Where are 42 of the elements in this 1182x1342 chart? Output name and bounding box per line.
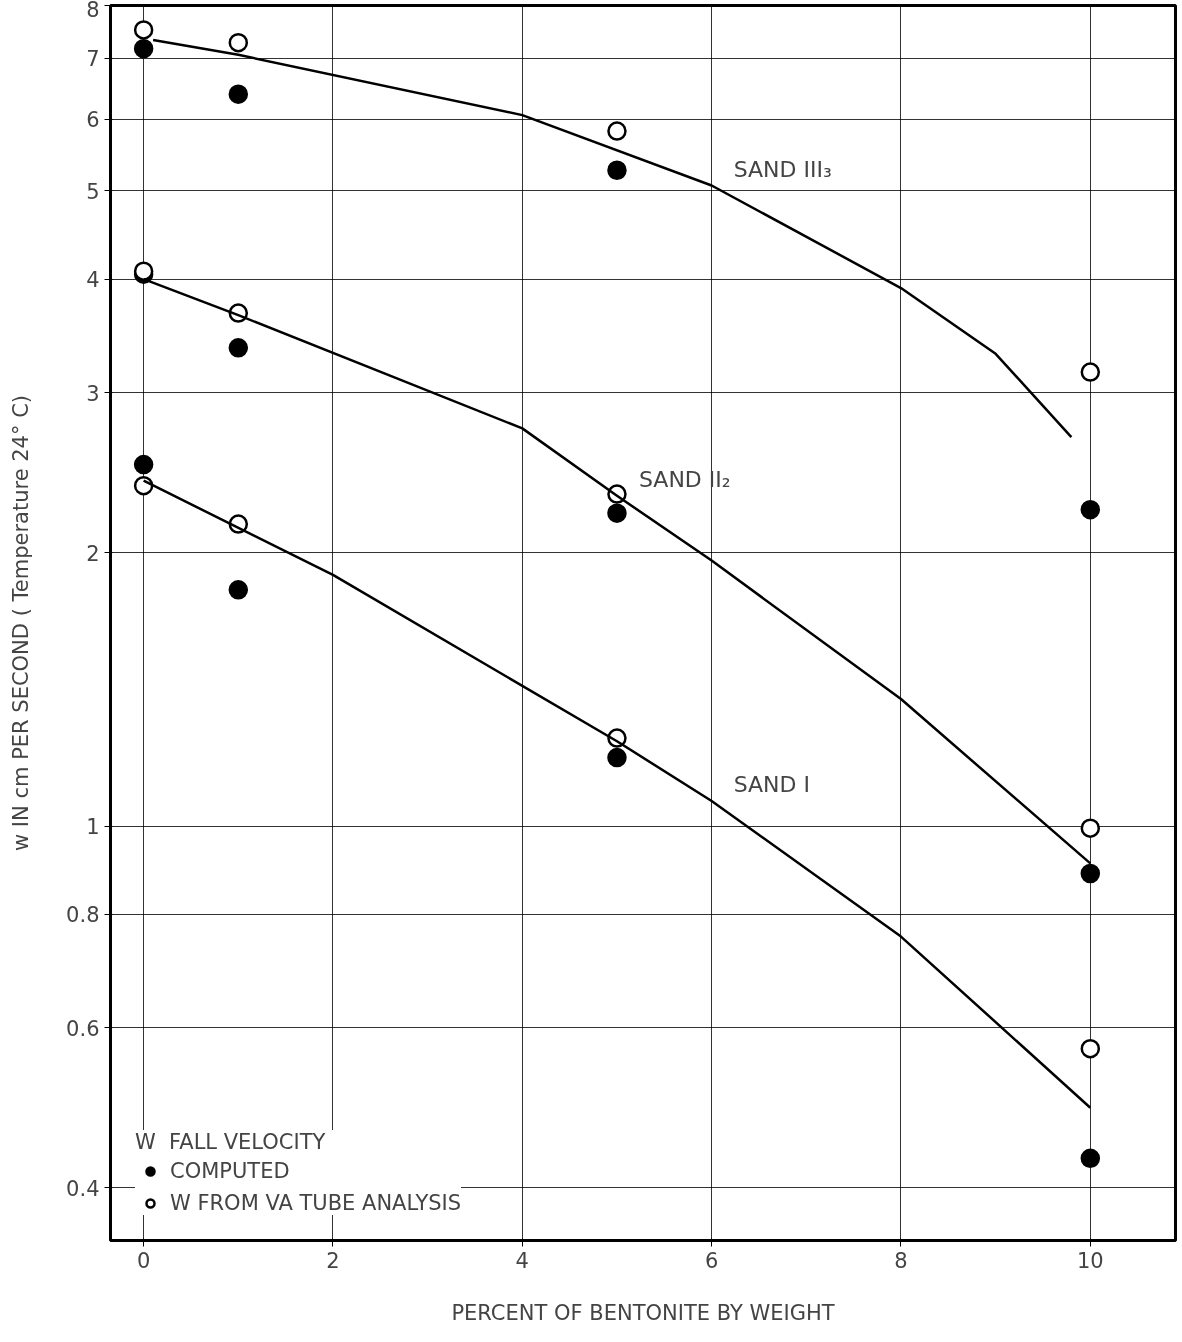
point xyxy=(607,121,627,141)
point xyxy=(228,580,249,600)
point xyxy=(133,454,154,475)
y-tick-label: 6 xyxy=(86,108,100,133)
y-tick-label: 0.4 xyxy=(66,1176,100,1201)
point xyxy=(228,32,249,53)
y-tick-label: 0.8 xyxy=(66,903,100,928)
point xyxy=(607,747,627,768)
x-tick-label: 6 xyxy=(704,1248,719,1273)
point xyxy=(607,503,627,523)
x-tick-label: 10 xyxy=(1076,1248,1104,1273)
x-tick-label: 0 xyxy=(136,1248,151,1273)
y-tick-label: 8 xyxy=(86,0,100,22)
point xyxy=(133,20,154,40)
point xyxy=(1080,499,1101,520)
point xyxy=(1080,863,1101,884)
x-tick-label: 4 xyxy=(515,1248,529,1273)
y-tick-label: 4 xyxy=(86,268,100,293)
legend-label: W FROM VA TUBE ANALYSIS xyxy=(170,1191,462,1215)
y-tick-label: 2 xyxy=(86,541,100,566)
y-tick-label: 0.6 xyxy=(66,1016,100,1041)
point xyxy=(1080,1038,1101,1059)
x-tick-label: 8 xyxy=(894,1248,908,1273)
x-axis-title: PERCENT OF BENTONITE BY WEIGHT xyxy=(451,1300,835,1325)
point xyxy=(228,84,249,104)
y-tick-label: 3 xyxy=(86,381,100,406)
point xyxy=(133,475,154,496)
point xyxy=(228,338,249,358)
y-tick-label: 7 xyxy=(86,47,100,72)
point xyxy=(1080,362,1101,382)
series-label: SAND I xyxy=(733,771,810,797)
y-tick-label: 1 xyxy=(86,815,100,840)
y-tick-label: 5 xyxy=(86,179,100,204)
y-axis-title: w IN cm PER SECOND ( Temperature 24° C) xyxy=(9,395,34,851)
legend-label: COMPUTED xyxy=(170,1159,290,1183)
point xyxy=(1080,818,1101,838)
series-label: SAND III₃ xyxy=(733,156,832,182)
legend-title: W FALL VELOCITY xyxy=(135,1130,327,1154)
point xyxy=(133,39,154,59)
point xyxy=(1080,1148,1101,1169)
x-tick-label: 2 xyxy=(326,1248,340,1273)
point xyxy=(607,160,627,180)
